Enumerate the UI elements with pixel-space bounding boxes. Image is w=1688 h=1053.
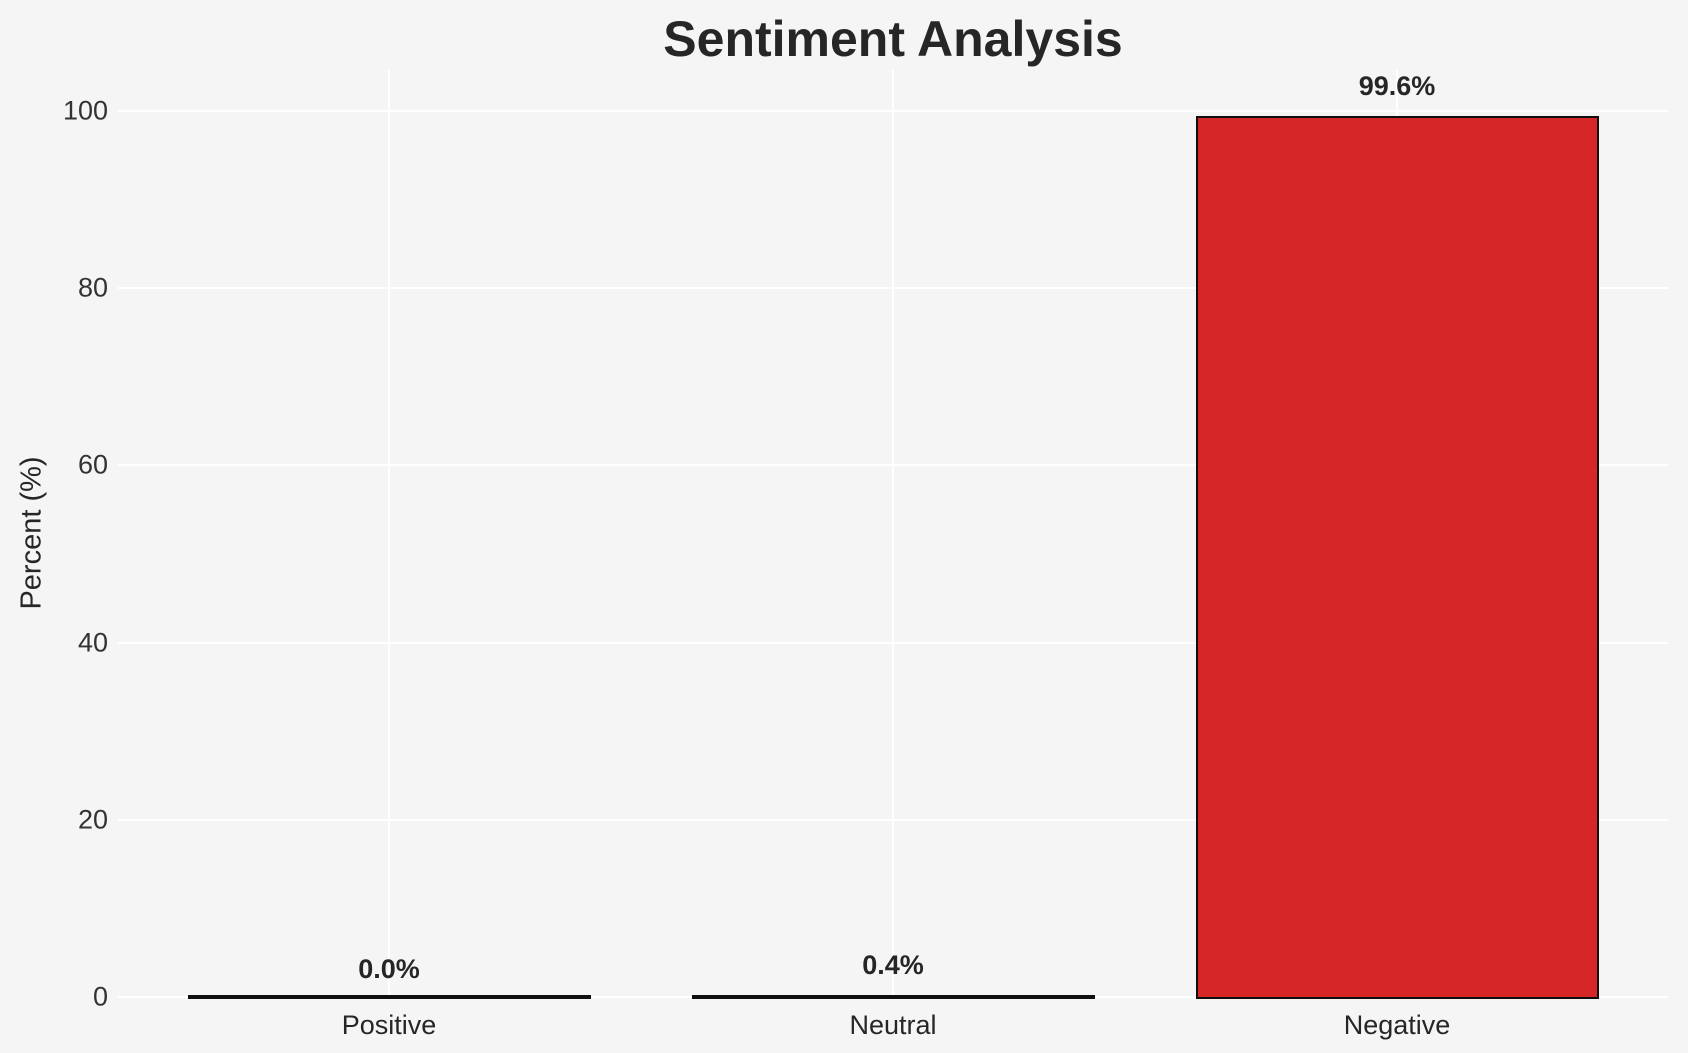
y-axis-label: Percent (%) (15, 456, 48, 610)
x-tick-label-neutral: Neutral (849, 1010, 937, 1040)
y-tick-label: 60 (77, 449, 108, 480)
y-tick-label: 80 (77, 272, 108, 303)
y-tick-label: 20 (77, 804, 108, 835)
value-label: 0.4% (862, 950, 924, 980)
x-tick-label-negative: Negative (1343, 1010, 1451, 1040)
chart-title: Sentiment Analysis (663, 11, 1123, 67)
bar-neutral (692, 995, 1095, 999)
y-tick-label: 100 (62, 95, 108, 126)
y-tick-label: 40 (77, 627, 108, 657)
x-tick-label-positive: Positive (341, 1010, 437, 1040)
plot-area (118, 70, 1668, 999)
value-label: 99.6% (1358, 71, 1436, 101)
bar-negative (1196, 116, 1599, 999)
v-gridline (388, 70, 390, 997)
value-label: 0.0% (358, 954, 420, 984)
bar-positive (188, 995, 591, 999)
y-tick-label: 0 (92, 981, 108, 1012)
v-gridline (892, 70, 894, 997)
